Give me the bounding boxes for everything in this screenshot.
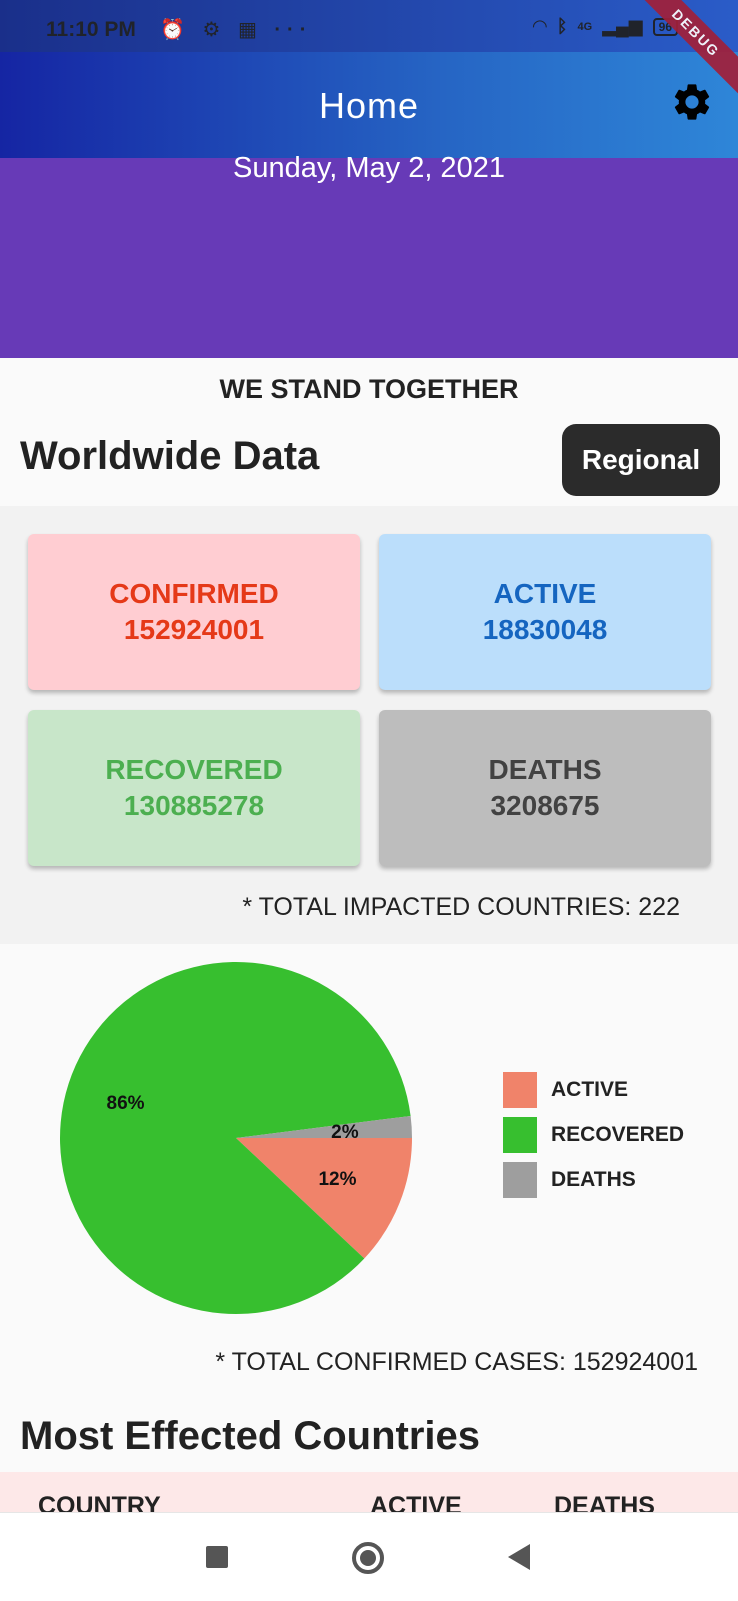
legend-swatch-active (503, 1072, 537, 1108)
legend-label-recovered: RECOVERED (551, 1123, 685, 1146)
pie-slice-deaths (236, 1115, 412, 1138)
confirmed-card: CONFIRMED 152924001 (28, 534, 360, 690)
recovered-card: RECOVERED 130885278 (28, 710, 360, 866)
signal-icon: ▂▄▆ (602, 16, 643, 36)
recovered-value: 130885278 (123, 790, 265, 821)
legend-item-active: ACTIVE (503, 1072, 628, 1108)
deaths-card: DEATHS 3208675 (379, 710, 711, 866)
total-confirmed-label: * TOTAL CONFIRMED CASES: 152924001 (215, 1348, 698, 1376)
deaths-value: 3208675 (490, 790, 600, 821)
recents-square-icon[interactable] (206, 1546, 228, 1568)
settings-button[interactable] (670, 80, 714, 124)
active-value: 18830048 (482, 614, 608, 645)
wifi-icon: ◠ (532, 16, 547, 36)
legend-item-recovered: RECOVERED (503, 1117, 684, 1153)
pie-slice-recovered (59, 962, 411, 1314)
status-time: 11:10 PM (46, 18, 136, 41)
legend-label-deaths: DEATHS (551, 1168, 636, 1191)
column-header-active[interactable]: ACTIVE (370, 1492, 462, 1512)
legend-swatch-recovered (503, 1117, 537, 1153)
network-type-label: 4G (577, 20, 593, 33)
app-bar: Home (0, 52, 738, 158)
recovered-label: RECOVERED (105, 754, 283, 785)
regional-button[interactable]: Regional (562, 424, 720, 496)
gear-icon (674, 84, 710, 120)
pie-label-active: 12% (318, 1169, 356, 1190)
column-header-deaths[interactable]: DEATHS (554, 1492, 655, 1512)
home-circle-icon[interactable] (352, 1542, 384, 1574)
countries-table-header: COUNTRY ACTIVE DEATHS (0, 1472, 738, 1512)
status-bar: 11:10 PM ⏰ ⚙ ▦ ··· ◠ ᛒ 4G ▂▄▆ 96 (0, 0, 738, 52)
pie-slice-active (236, 1138, 412, 1259)
navigation-bar (0, 1512, 738, 1601)
status-system-icons: ◠ ᛒ 4G ▂▄▆ 96 (533, 16, 678, 37)
column-header-country[interactable]: COUNTRY (38, 1492, 161, 1512)
active-card: ACTIVE 18830048 (379, 534, 711, 690)
header-banner (0, 158, 738, 358)
tagline: WE STAND TOGETHER (219, 374, 519, 404)
most-affected-title: Most Effected Countries (20, 1414, 481, 1458)
status-notification-icons: ⏰ ⚙ ▦ ··· (160, 19, 313, 41)
bluetooth-icon: ᛒ (556, 16, 568, 36)
legend-swatch-deaths (503, 1162, 537, 1198)
pie-label-deaths: 2% (331, 1122, 359, 1143)
worldwide-title: Worldwide Data (20, 434, 320, 478)
deaths-label: DEATHS (488, 754, 602, 785)
impacted-countries-label: * TOTAL IMPACTED COUNTRIES: 222 (242, 893, 680, 921)
pie-label-recovered: 86% (107, 1093, 145, 1114)
legend-item-deaths: DEATHS (503, 1162, 636, 1198)
back-triangle-icon[interactable] (508, 1544, 530, 1570)
confirmed-value: 152924001 (123, 614, 265, 645)
active-label: ACTIVE (493, 578, 597, 609)
date-label: Sunday, May 2, 2021 (233, 152, 505, 184)
page-title: Home (318, 85, 420, 126)
pie-chart: 12% 86% 2% (59, 962, 412, 1314)
confirmed-label: CONFIRMED (109, 578, 279, 609)
legend-label-active: ACTIVE (551, 1078, 629, 1101)
